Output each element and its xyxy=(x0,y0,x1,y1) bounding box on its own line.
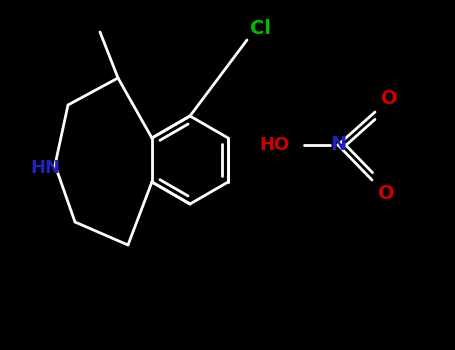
Text: Cl: Cl xyxy=(250,19,271,38)
Text: O: O xyxy=(381,89,398,108)
Text: N: N xyxy=(330,134,346,154)
Text: HN: HN xyxy=(30,159,60,177)
Text: O: O xyxy=(378,184,394,203)
Text: HO: HO xyxy=(260,136,290,154)
